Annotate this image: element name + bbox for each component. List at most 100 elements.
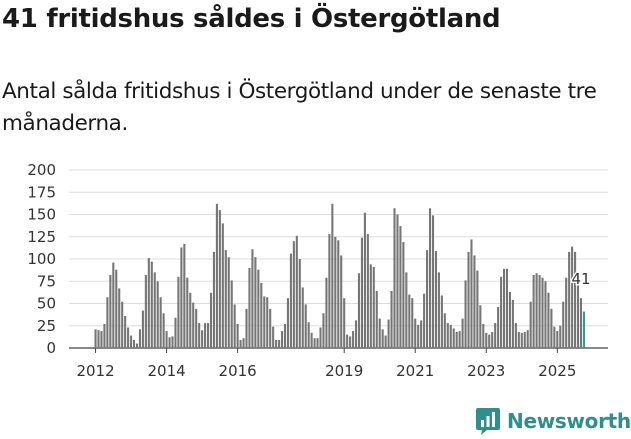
bar bbox=[470, 239, 473, 348]
y-tick-label: 0 bbox=[46, 339, 56, 357]
bar bbox=[502, 268, 506, 348]
bar bbox=[165, 331, 168, 348]
bar bbox=[541, 277, 544, 348]
bar bbox=[494, 323, 497, 348]
bar bbox=[135, 343, 139, 348]
bars bbox=[94, 203, 585, 348]
bar bbox=[280, 331, 284, 348]
bar bbox=[319, 327, 322, 348]
bar bbox=[115, 269, 118, 348]
bar bbox=[346, 334, 349, 348]
bar bbox=[576, 276, 580, 348]
bar bbox=[130, 335, 133, 348]
bar bbox=[532, 275, 535, 348]
bar bbox=[127, 327, 130, 348]
value-annotation: 41 bbox=[571, 270, 590, 288]
bar bbox=[118, 288, 121, 348]
bar bbox=[212, 251, 215, 348]
bar bbox=[547, 292, 550, 348]
bar bbox=[132, 339, 136, 348]
bar bbox=[579, 298, 583, 348]
bar bbox=[109, 275, 112, 348]
bar bbox=[399, 226, 402, 348]
bar bbox=[538, 275, 541, 348]
y-axis-ticks: 0 25 50 75 100 125 150 175 200 bbox=[27, 161, 56, 357]
bar bbox=[414, 318, 417, 348]
bar bbox=[556, 331, 559, 348]
bar bbox=[440, 295, 443, 348]
bar bbox=[464, 280, 467, 348]
bar bbox=[446, 323, 449, 348]
y-tick-label: 200 bbox=[27, 161, 56, 179]
bar bbox=[269, 308, 272, 348]
bar bbox=[473, 255, 476, 348]
annotation: 41 bbox=[570, 269, 592, 290]
bar bbox=[227, 257, 230, 348]
bar bbox=[215, 203, 218, 348]
bar bbox=[520, 332, 523, 348]
bar bbox=[378, 318, 381, 348]
y-tick-label: 175 bbox=[27, 183, 56, 201]
bar bbox=[248, 267, 251, 348]
bar bbox=[298, 259, 301, 348]
bar bbox=[500, 276, 503, 348]
bar bbox=[387, 319, 390, 348]
bar bbox=[467, 251, 470, 348]
bar bbox=[94, 329, 97, 348]
bar bbox=[529, 301, 532, 348]
bar bbox=[565, 277, 568, 348]
bar bbox=[283, 323, 287, 348]
bar bbox=[159, 297, 162, 348]
bar bbox=[198, 323, 201, 348]
bar bbox=[236, 323, 239, 348]
bar bbox=[272, 326, 275, 348]
bar bbox=[233, 304, 236, 348]
bar bbox=[354, 320, 358, 348]
bar bbox=[553, 326, 556, 348]
bar bbox=[550, 308, 553, 348]
bar bbox=[428, 208, 432, 348]
bar bbox=[517, 331, 520, 348]
bar bbox=[301, 287, 304, 348]
bar bbox=[239, 339, 242, 348]
bar bbox=[381, 329, 384, 348]
chart-subtitle: Antal sålda fritidshus i Östergötland un… bbox=[2, 79, 597, 136]
bar bbox=[307, 322, 310, 348]
bar bbox=[257, 269, 260, 348]
x-tick-label: 2014 bbox=[147, 362, 185, 380]
bar bbox=[168, 337, 171, 348]
bar bbox=[144, 275, 147, 348]
bar bbox=[452, 328, 455, 348]
y-tick-label: 50 bbox=[37, 295, 56, 313]
bar bbox=[360, 237, 363, 348]
bar bbox=[174, 317, 177, 348]
bar bbox=[221, 223, 224, 348]
y-tick-label: 150 bbox=[27, 206, 56, 224]
bar bbox=[411, 298, 414, 348]
bar bbox=[147, 258, 150, 348]
bar bbox=[322, 313, 325, 348]
bar bbox=[343, 298, 346, 348]
bar bbox=[508, 291, 511, 348]
bar bbox=[535, 273, 538, 348]
y-tick-label: 75 bbox=[37, 272, 56, 290]
bar bbox=[331, 203, 334, 348]
bar bbox=[295, 235, 298, 348]
bar bbox=[402, 242, 405, 348]
bar bbox=[426, 250, 429, 348]
bar bbox=[544, 281, 547, 348]
bar bbox=[254, 257, 257, 348]
bar bbox=[263, 296, 266, 348]
bar bbox=[183, 243, 186, 348]
bar bbox=[420, 320, 423, 348]
bar bbox=[162, 313, 165, 348]
bar bbox=[260, 283, 263, 348]
bar bbox=[141, 310, 144, 348]
bar bbox=[393, 208, 396, 348]
bar bbox=[289, 253, 292, 348]
bar bbox=[384, 335, 387, 348]
bar bbox=[334, 236, 337, 348]
x-tick-label: 2021 bbox=[396, 362, 434, 380]
bar bbox=[242, 338, 245, 348]
bar bbox=[437, 272, 440, 348]
